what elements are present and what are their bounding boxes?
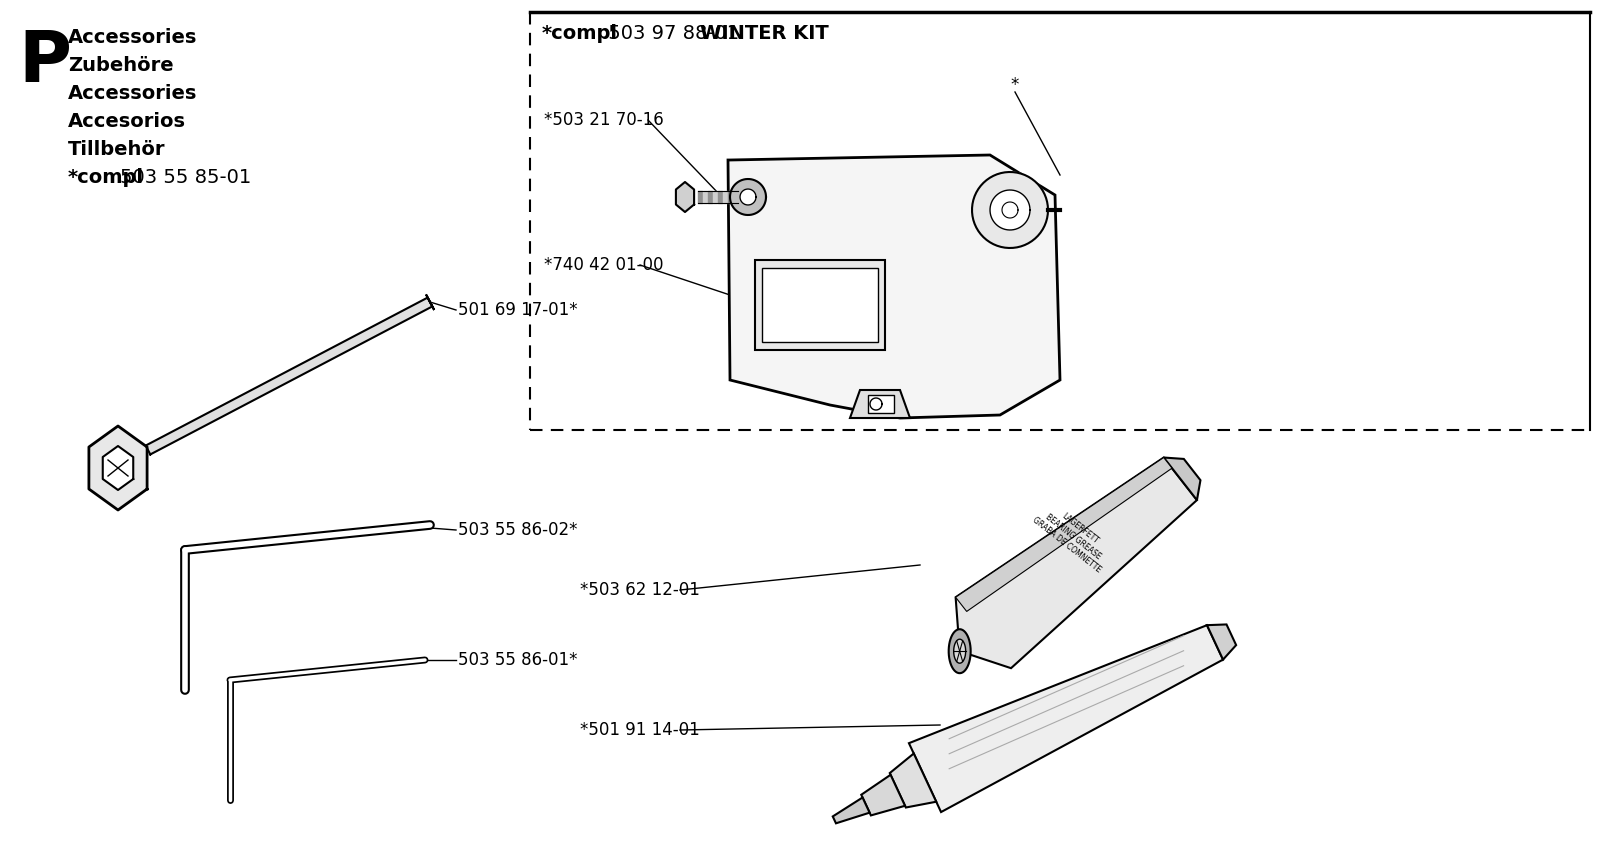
Text: 503 55 85-01: 503 55 85-01 xyxy=(120,168,251,187)
Bar xyxy=(867,395,894,413)
Polygon shape xyxy=(102,446,133,490)
Polygon shape xyxy=(949,630,971,674)
Polygon shape xyxy=(426,295,434,309)
Polygon shape xyxy=(850,390,910,418)
Text: *compl: *compl xyxy=(67,168,144,187)
Polygon shape xyxy=(730,179,766,215)
Text: *501 91 14-01: *501 91 14-01 xyxy=(579,721,699,739)
Polygon shape xyxy=(728,155,1059,418)
Polygon shape xyxy=(832,798,870,824)
Polygon shape xyxy=(973,172,1048,248)
Polygon shape xyxy=(954,639,966,663)
Text: LAGERFETT
BEARING GREASE
GRABA DE COMNETTE: LAGERFETT BEARING GREASE GRABA DE COMNET… xyxy=(1030,500,1115,575)
Text: *compl: *compl xyxy=(542,24,618,43)
Polygon shape xyxy=(741,189,757,205)
Text: Tillbehör: Tillbehör xyxy=(67,140,165,159)
Polygon shape xyxy=(1163,457,1200,500)
Polygon shape xyxy=(861,775,906,815)
Polygon shape xyxy=(1206,625,1237,660)
Text: *740 42 01-00: *740 42 01-00 xyxy=(544,256,664,274)
Text: 503 55 86-02*: 503 55 86-02* xyxy=(458,521,578,539)
Text: 503 97 88-01: 503 97 88-01 xyxy=(602,24,746,43)
Polygon shape xyxy=(90,426,147,510)
Text: *: * xyxy=(1010,76,1018,94)
Polygon shape xyxy=(955,457,1197,668)
Text: 501 69 17-01*: 501 69 17-01* xyxy=(458,301,578,319)
Text: Accesorios: Accesorios xyxy=(67,112,186,131)
Polygon shape xyxy=(890,754,936,808)
Text: P: P xyxy=(18,28,70,97)
Text: WINTER KIT: WINTER KIT xyxy=(701,24,829,43)
Text: Zubehöre: Zubehöre xyxy=(67,56,174,75)
Polygon shape xyxy=(909,625,1222,812)
Text: *503 62 12-01: *503 62 12-01 xyxy=(579,581,699,599)
Polygon shape xyxy=(955,457,1173,611)
Text: Accessories: Accessories xyxy=(67,28,197,47)
Bar xyxy=(762,268,878,342)
Polygon shape xyxy=(990,190,1030,230)
Polygon shape xyxy=(675,182,694,212)
Text: *503 21 70-16: *503 21 70-16 xyxy=(544,111,664,129)
Text: 503 55 86-01*: 503 55 86-01* xyxy=(458,651,578,669)
Polygon shape xyxy=(146,298,432,454)
Text: Accessories: Accessories xyxy=(67,84,197,103)
Bar xyxy=(755,260,885,350)
